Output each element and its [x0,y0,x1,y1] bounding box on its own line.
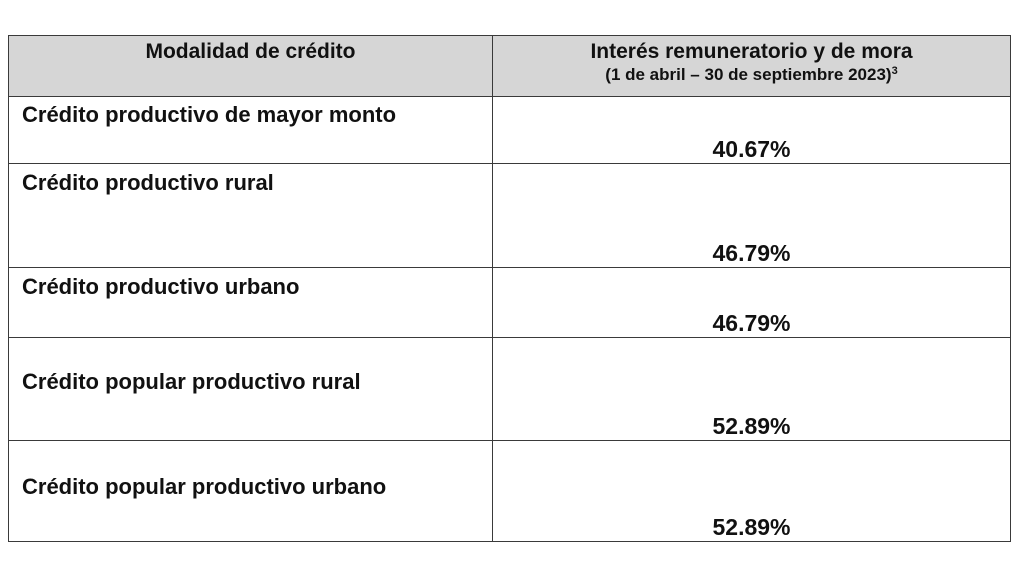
header-modalidad: Modalidad de crédito [8,35,493,97]
row-modalidad-cell: Crédito productivo rural [8,163,493,268]
row-interes-cell: 40.67% [492,96,1011,164]
row-modalidad-cell: Crédito productivo urbano [8,267,493,338]
footnote-marker: 3 [891,65,898,77]
row-modalidad-cell: Crédito popular productivo urbano [8,440,493,542]
header-interes-label: Interés remuneratorio y de mora [590,40,913,63]
table-row: Crédito productivo rural 46.79% [8,163,1011,268]
header-interes-period: (1 de abril – 30 de septiembre 2023)3 [493,64,1010,86]
row-modalidad-cell: Crédito popular productivo rural [8,337,493,441]
table-row: Crédito popular productivo urbano 52.89% [8,440,1011,542]
header-modalidad-label: Modalidad de crédito [145,40,356,63]
row-modalidad-cell: Crédito productivo de mayor monto [8,96,493,164]
table-row: Crédito popular productivo rural 52.89% [8,337,1011,441]
interest-rates-table: Modalidad de crédito Interés remunerator… [8,35,1011,542]
header-interes: Interés remuneratorio y de mora (1 de ab… [492,35,1011,97]
row-interes-cell: 52.89% [492,337,1011,441]
table-row: Crédito productivo urbano 46.79% [8,267,1011,338]
table-row: Crédito productivo de mayor monto 40.67% [8,96,1011,164]
row-interes-cell: 46.79% [492,163,1011,268]
header-row: Modalidad de crédito Interés remunerator… [8,35,1011,97]
header-period-text: (1 de abril – 30 de septiembre 2023) [605,65,892,84]
table-header: Modalidad de crédito Interés remunerator… [8,35,1011,97]
row-interes-cell: 52.89% [492,440,1011,542]
table-body: Crédito productivo de mayor monto 40.67%… [8,96,1011,542]
row-interes-cell: 46.79% [492,267,1011,338]
